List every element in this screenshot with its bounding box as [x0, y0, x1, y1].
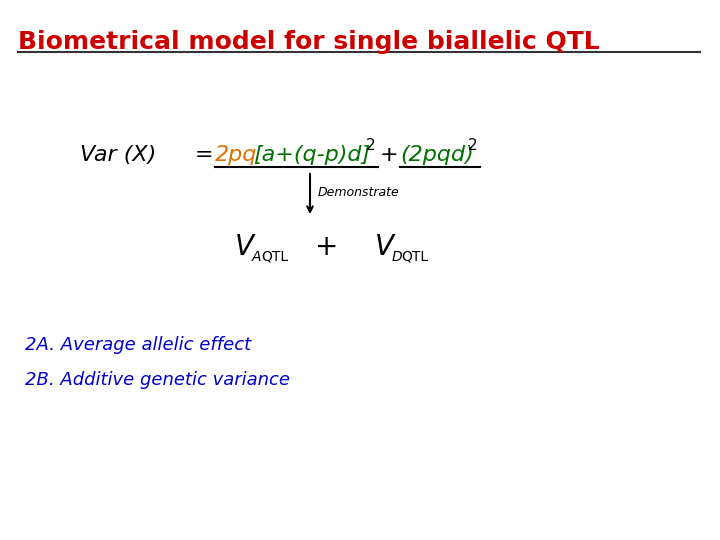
Text: [a+(q-p)d]: [a+(q-p)d] [253, 145, 370, 165]
Text: Var (X): Var (X) [80, 145, 156, 165]
Text: QTL: QTL [401, 250, 428, 264]
Text: 2B. Additive genetic variance: 2B. Additive genetic variance [25, 371, 290, 389]
Text: D: D [392, 250, 402, 264]
Text: QTL: QTL [261, 250, 288, 264]
Text: V: V [235, 233, 254, 261]
Text: Biometrical model for single biallelic QTL: Biometrical model for single biallelic Q… [18, 30, 600, 54]
Text: Demonstrate: Demonstrate [318, 186, 400, 199]
Text: 2: 2 [366, 138, 376, 152]
Text: 2: 2 [468, 138, 477, 152]
Text: V: V [375, 233, 394, 261]
Text: (2pqd): (2pqd) [400, 145, 474, 165]
Text: +: + [315, 233, 338, 261]
Text: 2A. Average allelic effect: 2A. Average allelic effect [25, 336, 251, 354]
Text: 2pq: 2pq [215, 145, 257, 165]
Text: =: = [195, 145, 214, 165]
Text: A: A [252, 250, 261, 264]
Text: +: + [380, 145, 399, 165]
